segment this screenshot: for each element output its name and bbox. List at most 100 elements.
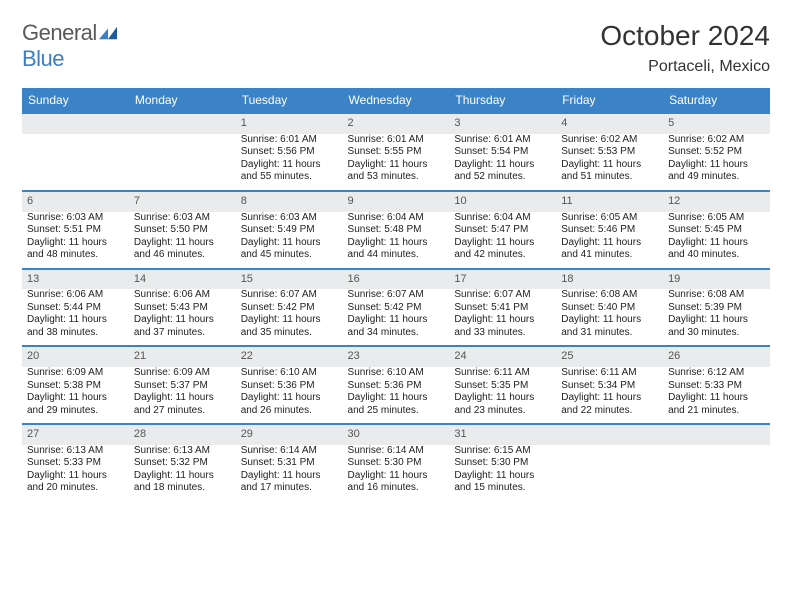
day-info-cell: Sunrise: 6:07 AMSunset: 5:42 PMDaylight:… [236,289,343,346]
day-number-cell: 17 [449,269,556,290]
day-info: Sunrise: 6:01 AMSunset: 5:56 PMDaylight:… [236,134,343,190]
day-number-cell: 8 [236,191,343,212]
day-info: Sunrise: 6:05 AMSunset: 5:46 PMDaylight:… [556,212,663,268]
day-header: Tuesday [236,88,343,113]
day-info-cell: Sunrise: 6:13 AMSunset: 5:33 PMDaylight:… [22,445,129,501]
sunset-line: Sunset: 5:39 PM [668,302,765,315]
day-number: 5 [663,114,770,134]
sunset-line: Sunset: 5:30 PM [348,457,445,470]
day-info-cell: Sunrise: 6:08 AMSunset: 5:40 PMDaylight:… [556,289,663,346]
day-number: 26 [663,347,770,367]
sunset-line: Sunset: 5:51 PM [27,224,124,237]
daylight-line: Daylight: 11 hours and 21 minutes. [668,392,765,417]
sunset-line: Sunset: 5:49 PM [241,224,338,237]
daylight-line: Daylight: 11 hours and 25 minutes. [348,392,445,417]
day-number: 13 [22,270,129,290]
day-info: Sunrise: 6:08 AMSunset: 5:40 PMDaylight:… [556,289,663,345]
sunrise-line: Sunrise: 6:08 AM [668,289,765,302]
month-title: October 2024 [600,20,770,52]
sunset-line: Sunset: 5:33 PM [668,380,765,393]
day-number-cell: 4 [556,113,663,134]
sunrise-line: Sunrise: 6:05 AM [561,212,658,225]
day-info: Sunrise: 6:03 AMSunset: 5:50 PMDaylight:… [129,212,236,268]
day-info: Sunrise: 6:01 AMSunset: 5:54 PMDaylight:… [449,134,556,190]
day-number-cell: 26 [663,346,770,367]
day-number-cell: 21 [129,346,236,367]
daylight-line: Daylight: 11 hours and 38 minutes. [27,314,124,339]
day-info: Sunrise: 6:07 AMSunset: 5:42 PMDaylight:… [236,289,343,345]
day-number-cell [556,424,663,445]
day-info: Sunrise: 6:13 AMSunset: 5:32 PMDaylight:… [129,445,236,501]
day-info: Sunrise: 6:03 AMSunset: 5:49 PMDaylight:… [236,212,343,268]
daylight-line: Daylight: 11 hours and 49 minutes. [668,159,765,184]
day-number-cell: 20 [22,346,129,367]
sunset-line: Sunset: 5:37 PM [134,380,231,393]
day-info: Sunrise: 6:10 AMSunset: 5:36 PMDaylight:… [343,367,450,423]
day-number: 14 [129,270,236,290]
day-number: 12 [663,192,770,212]
day-info: Sunrise: 6:14 AMSunset: 5:31 PMDaylight:… [236,445,343,501]
sunrise-line: Sunrise: 6:02 AM [561,134,658,147]
daylight-line: Daylight: 11 hours and 34 minutes. [348,314,445,339]
day-info: Sunrise: 6:14 AMSunset: 5:30 PMDaylight:… [343,445,450,501]
calendar-head: SundayMondayTuesdayWednesdayThursdayFrid… [22,88,770,113]
sunset-line: Sunset: 5:36 PM [348,380,445,393]
day-number-cell: 7 [129,191,236,212]
daylight-line: Daylight: 11 hours and 46 minutes. [134,237,231,262]
day-number: 29 [236,425,343,445]
day-info-cell: Sunrise: 6:14 AMSunset: 5:31 PMDaylight:… [236,445,343,501]
sunrise-line: Sunrise: 6:03 AM [241,212,338,225]
day-info-cell: Sunrise: 6:03 AMSunset: 5:51 PMDaylight:… [22,212,129,269]
day-number: 7 [129,192,236,212]
day-info-cell: Sunrise: 6:06 AMSunset: 5:43 PMDaylight:… [129,289,236,346]
day-number: 16 [343,270,450,290]
sunset-line: Sunset: 5:53 PM [561,146,658,159]
day-header: Monday [129,88,236,113]
daylight-line: Daylight: 11 hours and 27 minutes. [134,392,231,417]
daylight-line: Daylight: 11 hours and 31 minutes. [561,314,658,339]
sunset-line: Sunset: 5:43 PM [134,302,231,315]
day-number: 22 [236,347,343,367]
info-row: Sunrise: 6:13 AMSunset: 5:33 PMDaylight:… [22,445,770,501]
daylight-line: Daylight: 11 hours and 30 minutes. [668,314,765,339]
sunset-line: Sunset: 5:48 PM [348,224,445,237]
day-info-cell: Sunrise: 6:01 AMSunset: 5:55 PMDaylight:… [343,134,450,191]
day-info: Sunrise: 6:10 AMSunset: 5:36 PMDaylight:… [236,367,343,423]
day-number-cell: 1 [236,113,343,134]
day-number: 9 [343,192,450,212]
day-info: Sunrise: 6:12 AMSunset: 5:33 PMDaylight:… [663,367,770,423]
sunrise-line: Sunrise: 6:10 AM [348,367,445,380]
sunrise-line: Sunrise: 6:06 AM [27,289,124,302]
daylight-line: Daylight: 11 hours and 37 minutes. [134,314,231,339]
day-info-cell: Sunrise: 6:01 AMSunset: 5:54 PMDaylight:… [449,134,556,191]
day-number-cell: 14 [129,269,236,290]
day-number-cell: 29 [236,424,343,445]
day-number-cell: 16 [343,269,450,290]
sunrise-line: Sunrise: 6:13 AM [27,445,124,458]
day-info-cell: Sunrise: 6:10 AMSunset: 5:36 PMDaylight:… [343,367,450,424]
day-info-cell: Sunrise: 6:11 AMSunset: 5:35 PMDaylight:… [449,367,556,424]
day-number: 30 [343,425,450,445]
day-number-cell: 25 [556,346,663,367]
day-number: 10 [449,192,556,212]
day-info: Sunrise: 6:04 AMSunset: 5:47 PMDaylight:… [449,212,556,268]
day-info-cell: Sunrise: 6:15 AMSunset: 5:30 PMDaylight:… [449,445,556,501]
day-info-cell: Sunrise: 6:13 AMSunset: 5:32 PMDaylight:… [129,445,236,501]
day-header: Saturday [663,88,770,113]
day-info: Sunrise: 6:07 AMSunset: 5:41 PMDaylight:… [449,289,556,345]
daynum-row: 12345 [22,113,770,134]
day-header: Thursday [449,88,556,113]
sunset-line: Sunset: 5:41 PM [454,302,551,315]
day-number-cell [663,424,770,445]
day-number-cell: 10 [449,191,556,212]
header: GeneralBlue October 2024 Portaceli, Mexi… [22,20,770,76]
sunrise-line: Sunrise: 6:09 AM [134,367,231,380]
day-info-cell [556,445,663,501]
daylight-line: Daylight: 11 hours and 15 minutes. [454,470,551,495]
title-block: October 2024 Portaceli, Mexico [600,20,770,76]
sunrise-line: Sunrise: 6:04 AM [348,212,445,225]
day-info-cell: Sunrise: 6:02 AMSunset: 5:53 PMDaylight:… [556,134,663,191]
sunrise-line: Sunrise: 6:08 AM [561,289,658,302]
day-number-cell: 12 [663,191,770,212]
day-number: 17 [449,270,556,290]
